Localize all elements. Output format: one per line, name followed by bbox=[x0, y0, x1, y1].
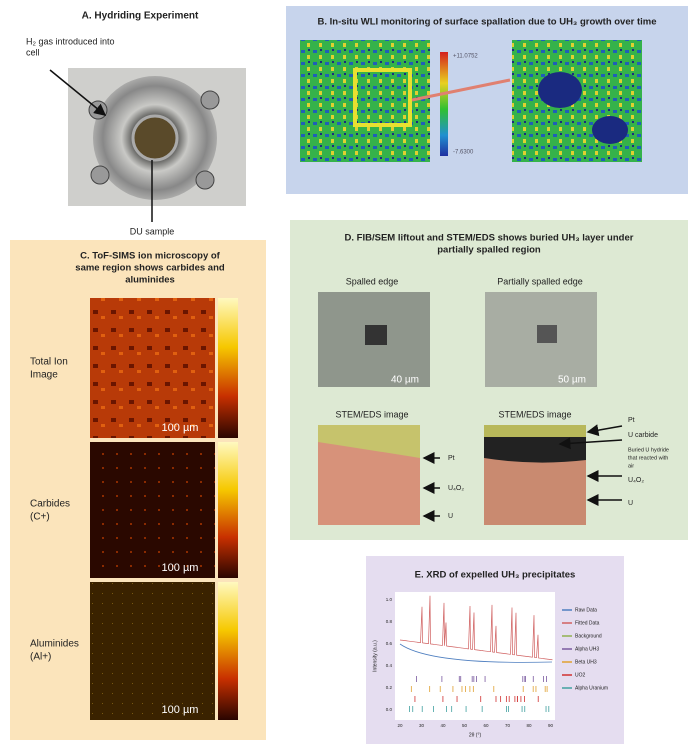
scale-bar-label: 100 µm bbox=[162, 422, 199, 434]
y-tick-label: 0.6 bbox=[386, 641, 393, 646]
carbides-image bbox=[90, 442, 215, 578]
axis-title: 2θ (°) bbox=[469, 732, 482, 738]
layer-label: Pt bbox=[628, 417, 635, 424]
scale-bar-label: 100 µm bbox=[162, 704, 199, 716]
legend-label: Raw Data bbox=[575, 607, 597, 613]
layer-label: U₄O₂ bbox=[628, 477, 644, 484]
y-tick-label: 0.4 bbox=[386, 663, 393, 668]
panel-a bbox=[50, 68, 246, 222]
wli-colorbar bbox=[440, 52, 448, 156]
eds-right-image bbox=[484, 425, 586, 525]
legend-label: UO2 bbox=[575, 672, 586, 678]
layer-label: U carbide bbox=[628, 432, 658, 439]
panel-title: A. Hydriding Experiment bbox=[82, 11, 199, 22]
panel-title: D. FIB/SEM liftout and STEM/EDS shows bu… bbox=[345, 233, 634, 244]
x-tick-label: 50 bbox=[462, 723, 468, 728]
du-sample-image bbox=[133, 116, 177, 160]
total-ion-image bbox=[90, 298, 215, 438]
y-tick-label: 0.0 bbox=[386, 707, 393, 712]
x-tick-label: 30 bbox=[419, 723, 425, 728]
row-label: Carbides bbox=[30, 499, 70, 510]
y-tick-label: 0.2 bbox=[386, 685, 393, 690]
layer-label: Pt bbox=[448, 455, 455, 462]
panel-title: E. XRD of expelled UH₃ precipitates bbox=[415, 570, 576, 581]
annotation: DU sample bbox=[130, 226, 175, 236]
scale-label: -7.6300 bbox=[453, 150, 474, 156]
xrd-plot bbox=[395, 592, 555, 720]
scale-bar-label: 100 µm bbox=[162, 562, 199, 574]
legend-label: Beta UH3 bbox=[575, 659, 597, 665]
legend-label: Alpha UH3 bbox=[575, 646, 599, 652]
x-tick-label: 20 bbox=[397, 723, 403, 728]
row-label: (Al+) bbox=[30, 652, 51, 663]
panel-title: same region shows carbides and bbox=[75, 263, 225, 274]
y-tick-label: 1.0 bbox=[386, 597, 393, 602]
row-label: Total Ion bbox=[30, 357, 68, 368]
row-label: Aluminides bbox=[30, 639, 79, 650]
legend-label: Background bbox=[575, 633, 602, 639]
annotation: H₂ gas introduced into bbox=[26, 36, 115, 46]
panel-title: C. ToF-SIMS ion microscopy of bbox=[80, 251, 221, 262]
x-tick-label: 70 bbox=[505, 723, 511, 728]
aluminides-image bbox=[90, 582, 215, 720]
legend-label: Alpha Uranium bbox=[575, 685, 608, 691]
scale-bar-label: 50 µm bbox=[558, 375, 586, 386]
panel-title: B. In-situ WLI monitoring of surface spa… bbox=[317, 17, 656, 28]
x-tick-label: 60 bbox=[483, 723, 489, 728]
axis-title: Intensity (a.u.) bbox=[372, 640, 378, 672]
layer-label: U bbox=[628, 500, 633, 507]
y-tick-label: 0.8 bbox=[386, 619, 393, 624]
scale-label: +11.0752 bbox=[453, 54, 478, 60]
panel-title: partially spalled region bbox=[437, 245, 541, 256]
image-label: Partially spalled edge bbox=[497, 276, 583, 286]
x-tick-label: 40 bbox=[440, 723, 446, 728]
layer-label: that reacted with bbox=[628, 455, 668, 461]
colorbar bbox=[218, 298, 238, 438]
colorbar bbox=[218, 582, 238, 720]
eds-left-image bbox=[318, 425, 420, 525]
x-tick-label: 80 bbox=[526, 723, 532, 728]
x-tick-label: 90 bbox=[548, 723, 554, 728]
scale-bar-label: 40 µm bbox=[391, 375, 419, 386]
layer-label: U bbox=[448, 513, 453, 520]
panel-title: aluminides bbox=[125, 275, 175, 286]
legend-label: Fitted Data bbox=[575, 620, 600, 626]
image-label: Spalled edge bbox=[346, 276, 399, 286]
layer-label: air bbox=[628, 463, 634, 469]
layer-label: Buried U hydride bbox=[628, 447, 669, 453]
annotation: cell bbox=[26, 47, 40, 57]
row-label: Image bbox=[30, 370, 58, 381]
image-label: STEM/EDS image bbox=[498, 409, 571, 419]
colorbar bbox=[218, 442, 238, 578]
image-label: STEM/EDS image bbox=[335, 409, 408, 419]
figure: A. Hydriding Experiment H₂ gas introduced… bbox=[0, 0, 689, 747]
layer-label: U₄O₂ bbox=[448, 485, 464, 492]
row-label: (C+) bbox=[30, 512, 50, 523]
